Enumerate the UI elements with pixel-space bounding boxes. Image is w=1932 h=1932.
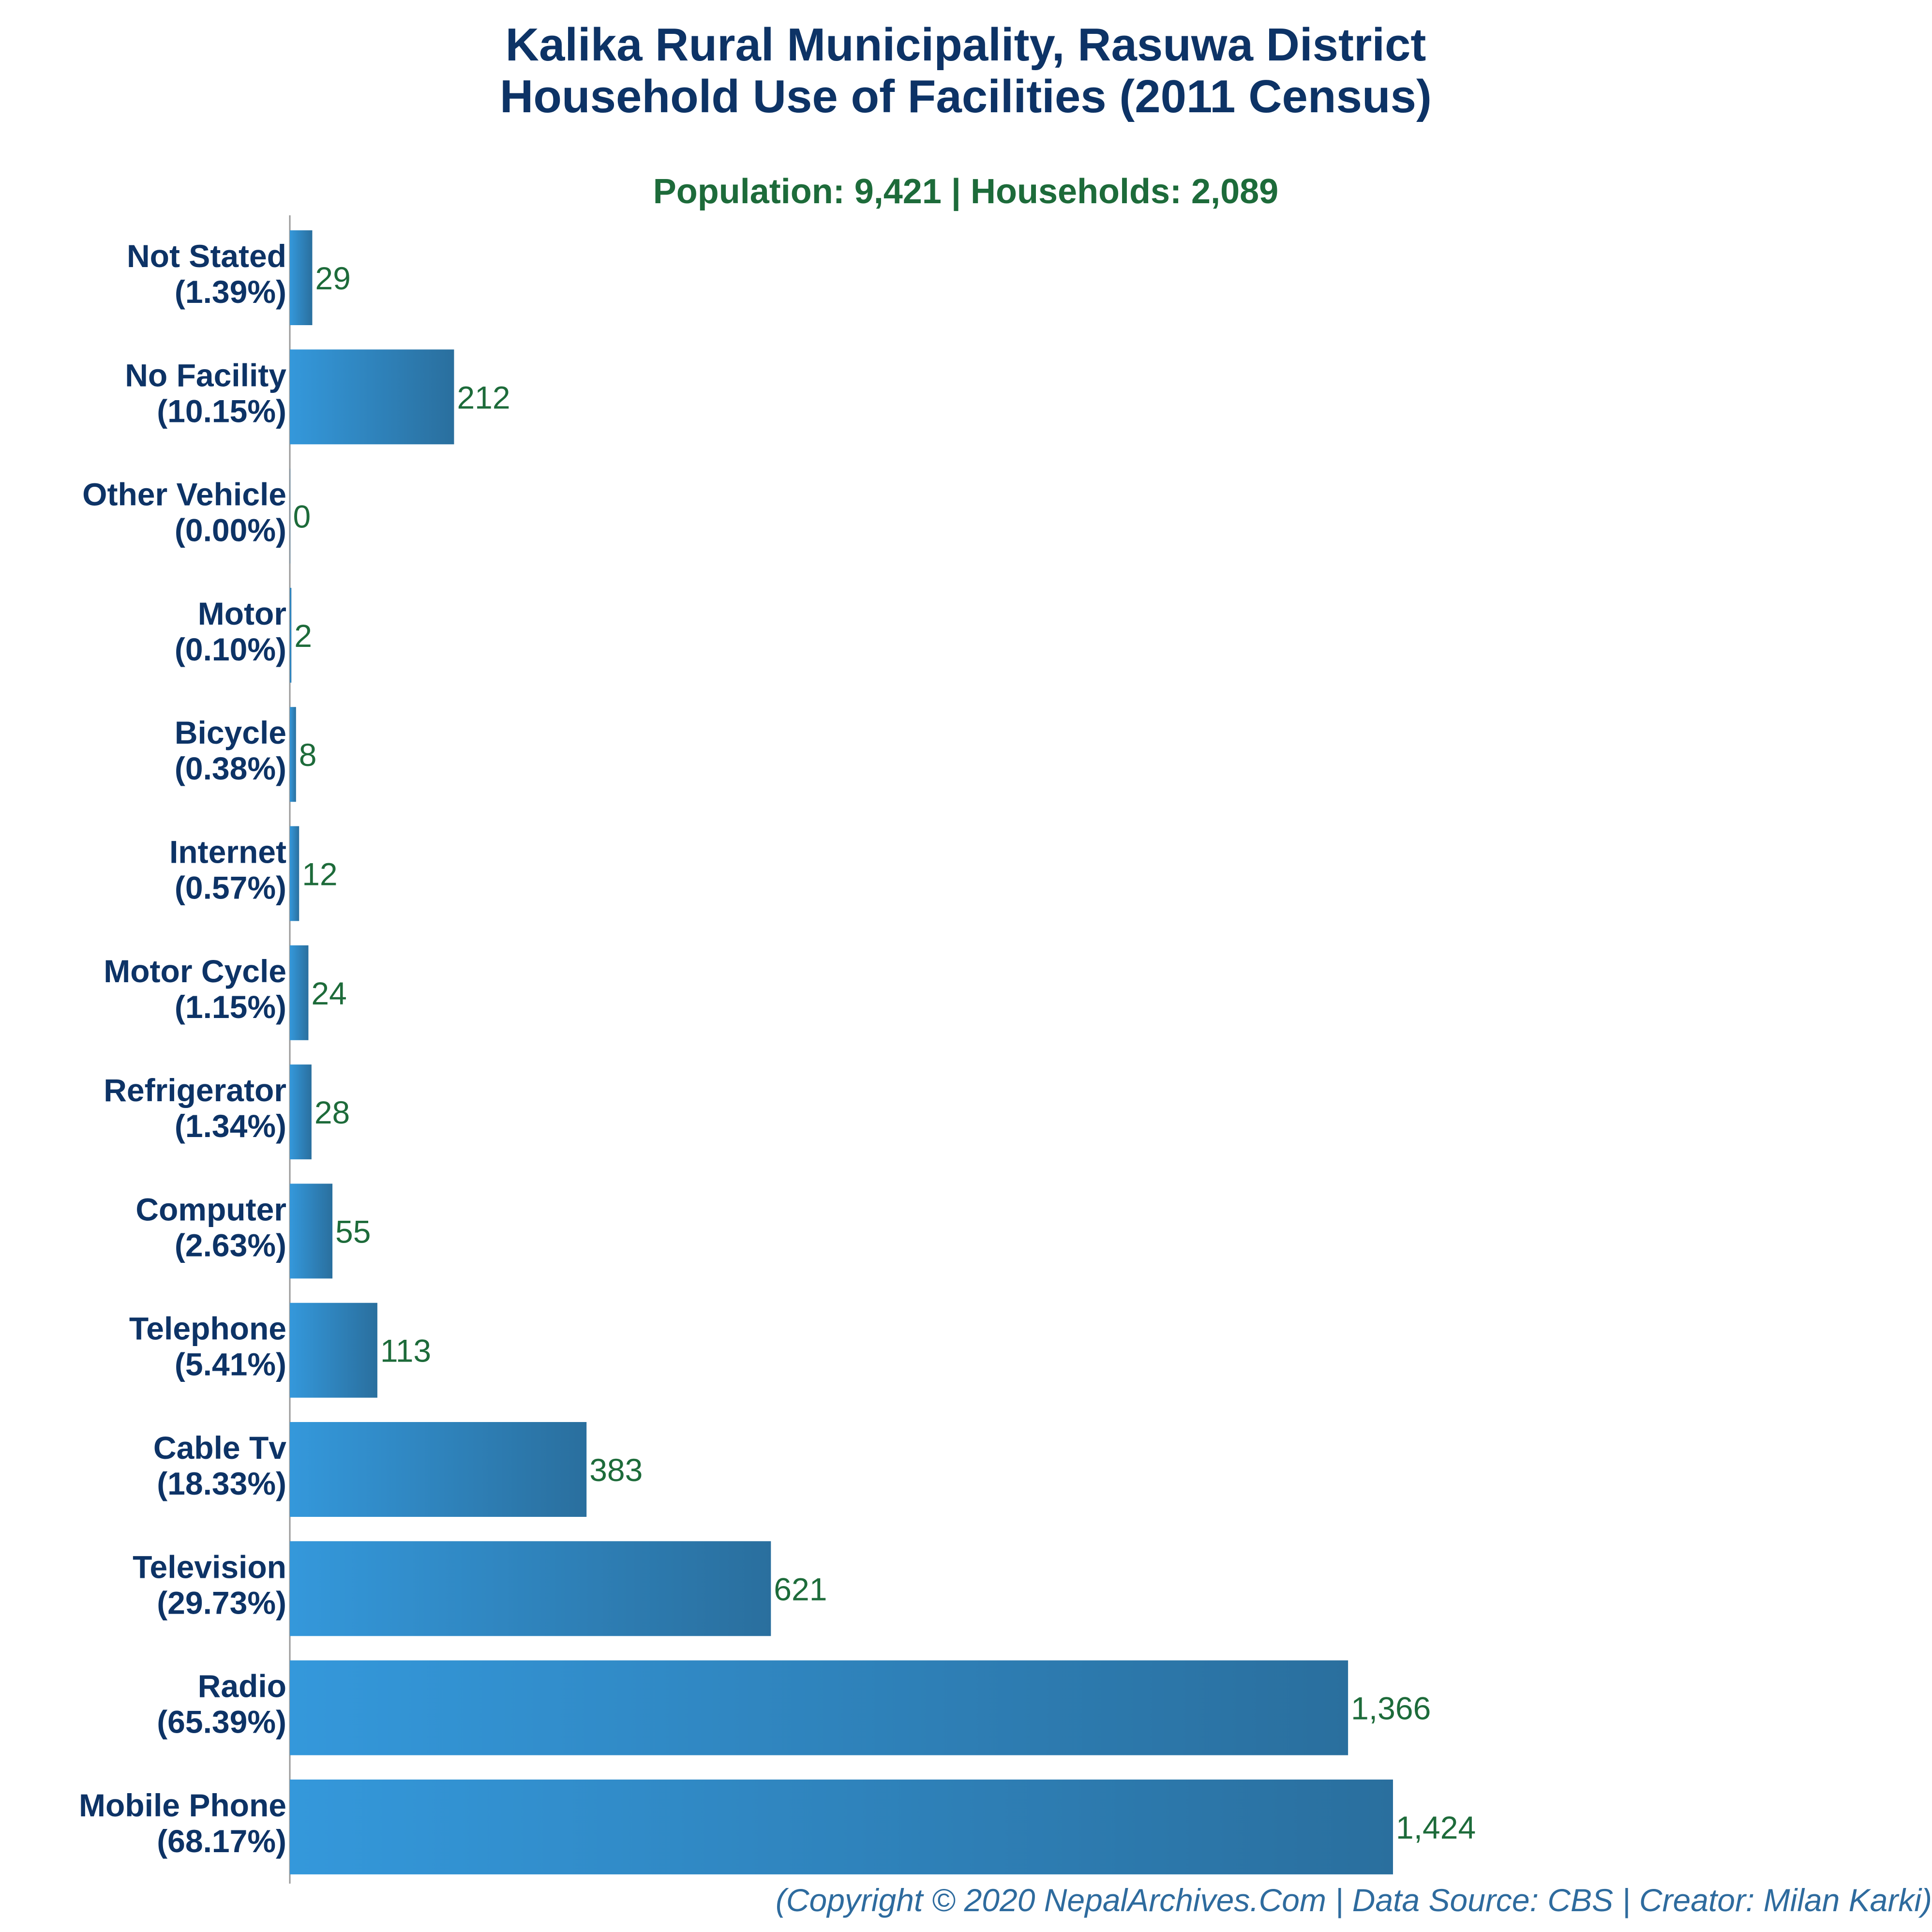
- value-label: 113: [380, 1333, 431, 1369]
- bar-telephone: [290, 1303, 377, 1398]
- category-label: Motor: [198, 596, 286, 631]
- category-label: Mobile Phone: [79, 1787, 286, 1823]
- category-percent-label: (65.39%): [157, 1704, 286, 1740]
- category-label: Cable Tv: [153, 1430, 286, 1466]
- category-label: Bicycle: [175, 715, 286, 750]
- value-label: 621: [774, 1571, 827, 1607]
- category-label: No Facility: [125, 357, 286, 393]
- value-label: 29: [315, 260, 350, 296]
- chart-title-line-1: Kalika Rural Municipality, Rasuwa Distri…: [506, 19, 1426, 71]
- bar-motor-cycle: [290, 945, 309, 1040]
- category-percent-label: (0.10%): [175, 631, 286, 667]
- category-percent-label: (1.34%): [175, 1108, 286, 1144]
- category-percent-label: (18.33%): [157, 1466, 286, 1501]
- value-label: 0: [293, 499, 311, 535]
- footer-credit: (Copyright © 2020 NepalArchives.Com | Da…: [776, 1882, 1932, 1919]
- bar-television: [290, 1541, 771, 1636]
- bar-internet: [290, 826, 300, 921]
- category-label: Computer: [135, 1191, 286, 1227]
- value-label: 55: [335, 1213, 371, 1249]
- bar-mobile-phone: [290, 1779, 1393, 1874]
- value-label: 1,424: [1396, 1810, 1476, 1845]
- category-label: Refrigerator: [104, 1072, 286, 1108]
- category-label: Not Stated: [127, 238, 286, 274]
- chart-title-line-2: Household Use of Facilities (2011 Census…: [500, 71, 1432, 122]
- category-percent-label: (10.15%): [157, 393, 286, 429]
- value-label: 2: [294, 618, 312, 654]
- category-percent-label: (5.41%): [175, 1347, 286, 1382]
- category-label: Telephone: [129, 1311, 286, 1347]
- category-percent-label: (1.15%): [175, 989, 286, 1025]
- value-label: 28: [315, 1094, 350, 1130]
- chart-subtitle: Population: 9,421 | Households: 2,089: [653, 172, 1278, 211]
- value-label: 212: [457, 379, 510, 415]
- category-label: Television: [133, 1549, 286, 1585]
- category-percent-label: (68.17%): [157, 1823, 286, 1859]
- bar-motor: [290, 587, 292, 683]
- value-label: 24: [311, 975, 346, 1011]
- category-percent-label: (1.39%): [175, 274, 286, 310]
- category-percent-label: (2.63%): [175, 1227, 286, 1263]
- value-label: 1,366: [1351, 1691, 1431, 1726]
- category-label: Internet: [169, 834, 286, 870]
- bar-cable-tv: [290, 1422, 587, 1517]
- category-label: Other Vehicle: [82, 477, 286, 512]
- value-label: 8: [299, 737, 317, 773]
- category-percent-label: (29.73%): [157, 1585, 286, 1620]
- bar-refrigerator: [290, 1064, 312, 1160]
- bar-not-stated: [290, 230, 313, 325]
- category-label: Motor Cycle: [104, 953, 286, 989]
- value-label: 12: [302, 856, 337, 892]
- bar-radio: [290, 1660, 1348, 1755]
- category-percent-label: (0.00%): [175, 512, 286, 548]
- value-label: 383: [589, 1452, 643, 1488]
- category-percent-label: (0.57%): [175, 870, 286, 906]
- bar-no-facility: [290, 349, 454, 445]
- bar-computer: [290, 1183, 333, 1279]
- category-percent-label: (0.38%): [175, 750, 286, 786]
- category-label: Radio: [198, 1668, 286, 1704]
- bar-bicycle: [290, 707, 296, 802]
